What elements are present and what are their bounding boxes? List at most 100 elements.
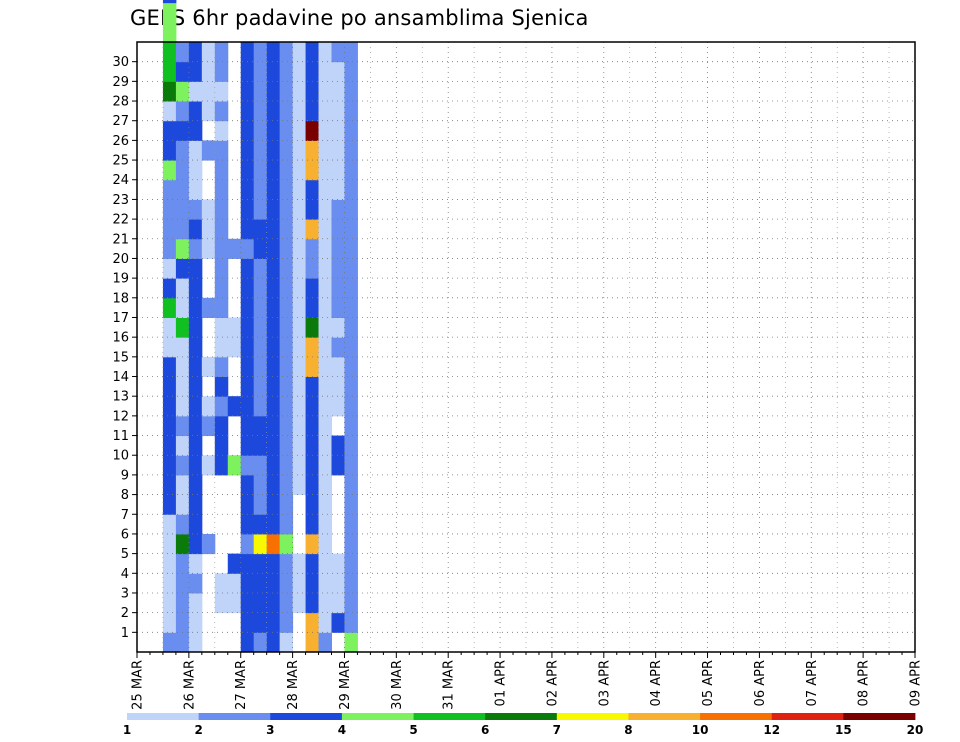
heatmap-cell	[344, 160, 358, 181]
heatmap-cell	[175, 376, 190, 397]
heatmap-cell	[305, 317, 320, 338]
colorbar-segment	[127, 713, 200, 720]
heatmap-cell	[266, 160, 281, 181]
heatmap-cell	[344, 474, 358, 496]
heatmap-cell	[305, 297, 320, 318]
heatmap-cell	[344, 42, 358, 63]
heatmap-cell	[162, 120, 177, 141]
heatmap-cell	[253, 573, 268, 594]
heatmap-cell	[214, 258, 229, 279]
y-tick-label: 15	[112, 350, 129, 365]
heatmap-cell	[162, 199, 177, 220]
y-tick-label: 3	[121, 586, 129, 601]
heatmap-cell	[292, 376, 307, 397]
colorbar-label: 12	[763, 723, 780, 737]
heatmap-cell	[162, 474, 177, 496]
heatmap-cell	[292, 160, 307, 181]
heatmap-cell	[305, 533, 320, 555]
heatmap-cell	[162, 258, 177, 279]
heatmap-cell	[227, 317, 242, 338]
heatmap-cell	[266, 238, 281, 259]
heatmap-cell	[344, 258, 358, 279]
heatmap-cell	[253, 533, 268, 555]
heatmap-cell	[344, 632, 358, 653]
heatmap-cell	[253, 101, 268, 122]
heatmap-cell	[318, 494, 332, 515]
heatmap-cell	[201, 356, 216, 378]
x-tick-label: 29 MAR	[338, 660, 353, 710]
heatmap-cell	[175, 514, 190, 535]
colorbar-label: 8	[624, 723, 632, 737]
heatmap-cell	[162, 160, 177, 181]
heatmap-cell	[318, 61, 332, 82]
heatmap-cell	[175, 533, 190, 555]
y-tick-label: 16	[112, 331, 129, 346]
heatmap-cell	[331, 612, 345, 633]
heatmap-cell	[318, 474, 332, 496]
heatmap-cell	[240, 474, 255, 496]
heatmap-cell	[305, 396, 320, 417]
heatmap-cell	[240, 592, 255, 614]
heatmap-cell	[162, 396, 177, 417]
heatmap-cell	[188, 179, 203, 200]
heatmap-cell	[253, 435, 268, 456]
heatmap-cell	[331, 317, 345, 338]
heatmap-cell	[318, 632, 332, 653]
heatmap-cell	[240, 573, 255, 594]
heatmap-cell	[175, 632, 190, 653]
heatmap-cell	[266, 415, 281, 437]
heatmap-cell	[162, 415, 177, 437]
heatmap-cell	[266, 120, 281, 141]
heatmap-cell	[344, 415, 358, 437]
heatmap-cell	[188, 553, 203, 574]
heatmap-cell	[305, 474, 320, 496]
x-axis: 25 MAR 26 MAR 27 MAR 28 MAR 29 MAR 30 MAR 31 M…	[131, 652, 924, 710]
heatmap-cell	[240, 219, 255, 240]
heatmap-cell	[266, 297, 281, 318]
heatmap-cell	[344, 356, 358, 378]
heatmap-cell	[318, 415, 332, 437]
x-tick-label: 09 APR	[909, 660, 924, 706]
heatmap-cell	[318, 435, 332, 456]
heatmap-cell	[292, 61, 307, 82]
heatmap-cell	[266, 81, 281, 102]
heatmap-cell	[292, 396, 307, 417]
y-tick-label: 22	[112, 213, 129, 228]
heatmap-cell	[331, 553, 345, 574]
heatmap-cell	[214, 376, 229, 397]
heatmap-cell	[240, 514, 255, 535]
heatmap-cell	[214, 415, 229, 437]
heatmap-cell	[188, 337, 203, 358]
heatmap-cell	[188, 81, 203, 102]
x-tick-label: 01 APR	[494, 660, 509, 706]
heatmap-cell	[305, 553, 320, 574]
heatmap-cell	[266, 474, 281, 496]
y-tick-label: 1	[121, 626, 129, 641]
heatmap-cell	[175, 435, 190, 456]
heatmap-cell	[279, 612, 294, 633]
heatmap-cell	[253, 376, 268, 397]
heatmap-cell	[188, 160, 203, 181]
heatmap-cell	[331, 120, 345, 141]
heatmap-cell	[331, 356, 345, 378]
heatmap-cell	[175, 297, 190, 318]
heatmap-cell	[188, 317, 203, 338]
heatmap-cell	[279, 474, 294, 496]
heatmap-cell	[240, 533, 255, 555]
heatmap-cell	[162, 573, 177, 594]
colorbar-label: 20	[907, 723, 924, 737]
heatmap-cell	[305, 238, 320, 259]
chart-title: GEFS 6hr padavine po ansamblima Sjenica	[130, 6, 589, 30]
colorbar-label: 6	[481, 723, 489, 737]
y-tick-label: 17	[112, 311, 129, 326]
heatmap-cell	[253, 140, 268, 161]
heatmap-cell	[253, 474, 268, 496]
colorbar-segment	[843, 713, 916, 720]
heatmap-cell	[292, 415, 307, 437]
heatmap-cell	[253, 179, 268, 200]
heatmap-cell	[175, 494, 190, 515]
heatmap-cell	[331, 238, 345, 259]
heatmap-cell	[188, 42, 203, 63]
heatmap-cell	[292, 455, 307, 476]
y-tick-label: 18	[112, 291, 129, 306]
